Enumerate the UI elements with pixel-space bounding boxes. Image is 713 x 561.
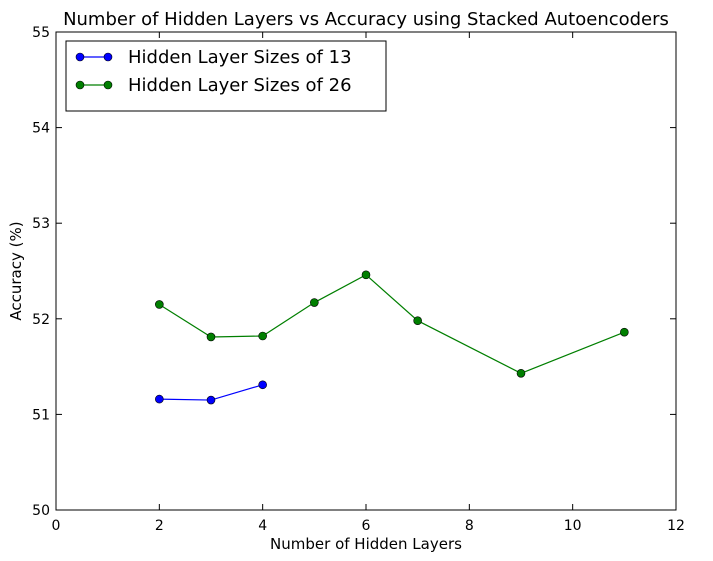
data-point	[413, 316, 422, 326]
data-point	[155, 394, 164, 404]
legend-marker	[103, 52, 113, 62]
y-tick-label: 55	[32, 25, 50, 41]
legend: Hidden Layer Sizes of 13 Hidden Layer Siz…	[65, 40, 387, 112]
data-point	[206, 332, 216, 342]
series-line	[159, 274, 625, 374]
legend-label: Hidden Layer Sizes of 13	[128, 47, 352, 68]
y-axis-label: Accuracy (%)	[7, 221, 25, 320]
x-tick-label: 6	[362, 518, 371, 534]
legend-marker	[75, 80, 85, 90]
legend-marker	[103, 80, 113, 90]
data-point	[310, 298, 319, 307]
legend-label: Hidden Layer Sizes of 26	[128, 75, 352, 96]
data-point	[258, 331, 267, 341]
data-point	[258, 380, 267, 390]
series-layer	[155, 270, 629, 405]
legend-item: Hidden Layer Sizes of 13	[75, 47, 352, 68]
series-2	[155, 270, 629, 378]
y-tick-label: 52	[32, 312, 50, 328]
legend-item: Hidden Layer Sizes of 26	[75, 75, 352, 96]
data-point	[155, 300, 164, 309]
x-tick-label: 4	[258, 518, 267, 534]
x-tick-label: 2	[155, 518, 164, 534]
plot-frame	[55, 31, 677, 511]
series-1	[155, 380, 267, 405]
legend-box	[65, 40, 387, 112]
x-tick-label: 8	[465, 518, 474, 534]
data-point	[516, 368, 526, 378]
chart-title: Number of Hidden Layers vs Accuracy usin…	[63, 9, 669, 30]
data-point	[361, 270, 371, 280]
x-axis-label: Number of Hidden Layers	[270, 535, 462, 553]
x-tick-label: 0	[52, 518, 61, 534]
axis-ticks: 0 2 4 6 8 10 12 50 51 52 53 54 55	[32, 25, 685, 534]
data-point	[620, 327, 629, 337]
y-tick-label: 50	[32, 503, 50, 519]
y-tick-label: 53	[32, 216, 50, 232]
y-tick-label: 51	[32, 407, 50, 423]
y-tick-label: 54	[32, 121, 50, 137]
x-tick-label: 10	[564, 518, 582, 534]
legend-marker	[75, 52, 85, 62]
data-point	[206, 395, 216, 405]
x-tick-label: 12	[667, 518, 685, 534]
